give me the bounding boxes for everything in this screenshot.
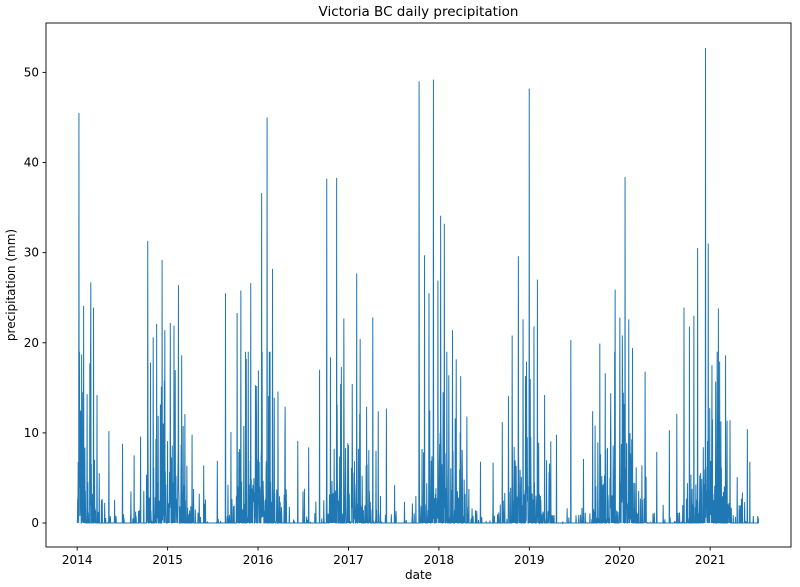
y-tick-label: 30 [24, 246, 39, 260]
y-tick-label: 50 [24, 65, 39, 79]
y-tick-label: 20 [24, 336, 39, 350]
x-tick-label: 2015 [152, 553, 183, 567]
x-tick-label: 2014 [62, 553, 93, 567]
plot-border-spines [45, 22, 792, 548]
x-tick-label: 2017 [333, 553, 364, 567]
y-tick-label: 0 [31, 516, 39, 530]
y-axis-label: precipitation (mm) [4, 229, 18, 341]
x-tick-label: 2020 [604, 553, 635, 567]
y-axis-ticks: 0 10 20 30 40 50 [24, 65, 46, 530]
x-tick-label: 2016 [243, 553, 274, 567]
x-tick-label: 2019 [514, 553, 545, 567]
chart-title: Victoria BC daily precipitation [319, 4, 519, 20]
x-tick-label: 2021 [695, 553, 726, 567]
precipitation-series-line [76, 48, 759, 525]
y-tick-label: 10 [24, 426, 39, 440]
x-axis-ticks: 2014 2015 2016 2017 2018 2019 2020 2021 [62, 547, 726, 567]
x-axis-label: date [405, 568, 432, 582]
x-tick-label: 2018 [424, 553, 455, 567]
y-tick-label: 40 [24, 156, 39, 170]
